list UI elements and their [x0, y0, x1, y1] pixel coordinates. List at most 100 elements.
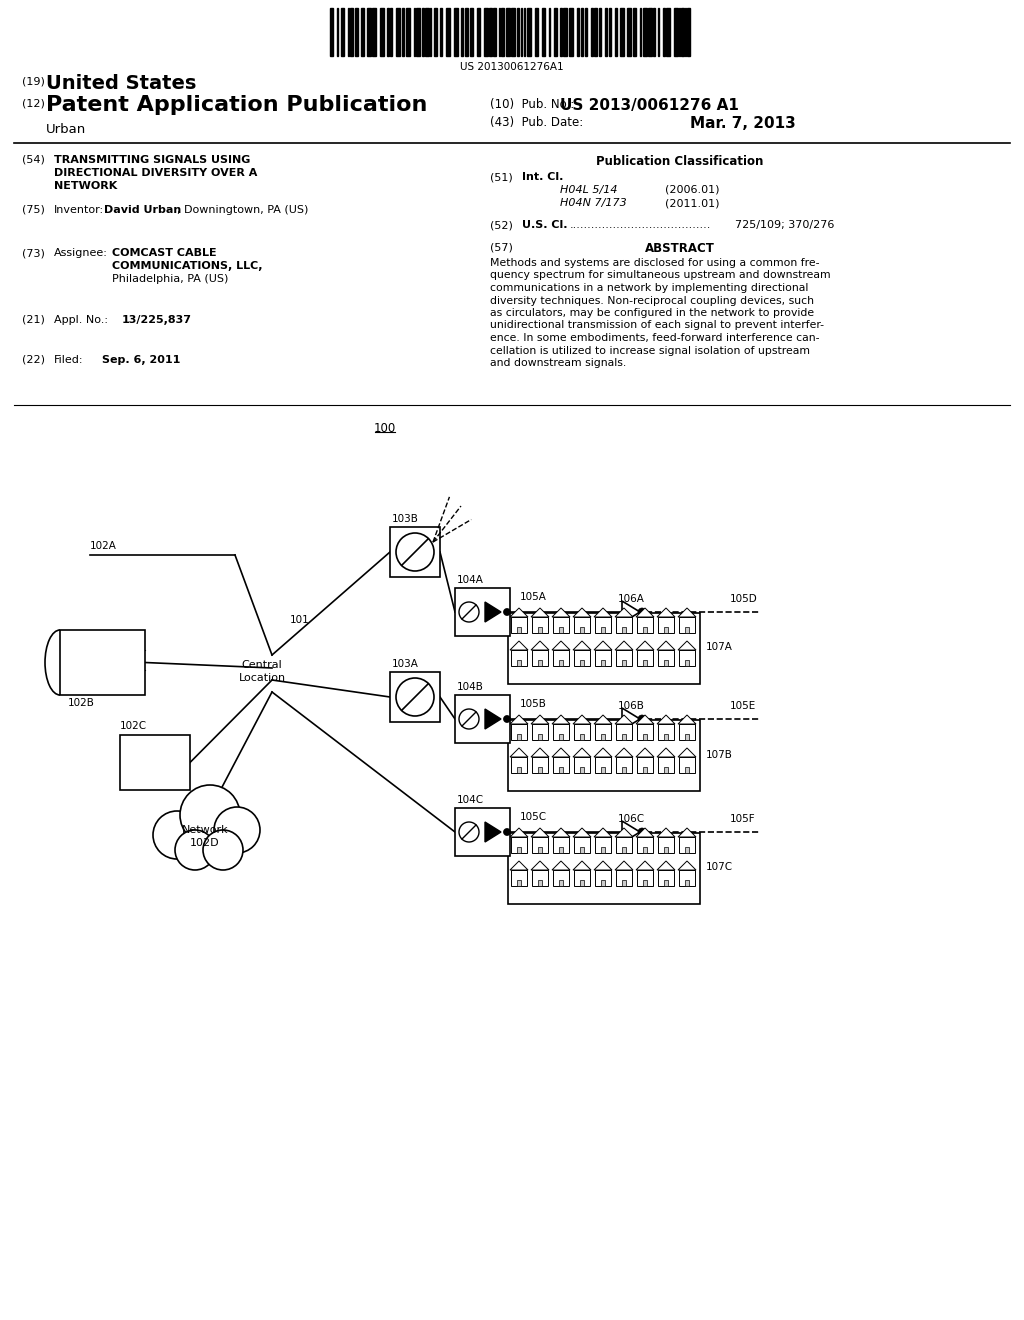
Bar	[580, 847, 584, 853]
Text: Filed:: Filed:	[54, 355, 84, 366]
Bar	[553, 616, 569, 634]
Bar	[622, 660, 626, 667]
Bar	[616, 837, 632, 853]
Text: 105C: 105C	[520, 812, 547, 822]
Polygon shape	[615, 748, 633, 756]
Bar	[559, 767, 563, 774]
Bar	[637, 649, 653, 667]
Bar	[585, 8, 587, 55]
Polygon shape	[531, 748, 549, 756]
Text: 103B: 103B	[392, 513, 419, 524]
Text: (22): (22)	[22, 355, 45, 366]
Bar	[367, 8, 371, 55]
Bar	[685, 660, 689, 667]
Polygon shape	[678, 861, 696, 870]
Bar	[685, 767, 689, 774]
Bar	[455, 808, 510, 855]
Polygon shape	[678, 715, 696, 723]
Bar	[622, 847, 626, 853]
Circle shape	[638, 828, 646, 836]
Bar	[595, 616, 611, 634]
Polygon shape	[552, 609, 570, 616]
Text: (2011.01): (2011.01)	[665, 198, 720, 209]
Text: Methods and systems are disclosed for using a common fre-: Methods and systems are disclosed for us…	[490, 257, 819, 268]
Bar	[517, 880, 521, 886]
Polygon shape	[615, 642, 633, 649]
Polygon shape	[531, 715, 549, 723]
Bar	[465, 8, 468, 55]
Polygon shape	[622, 601, 640, 623]
Text: 13/225,837: 13/225,837	[122, 315, 193, 325]
Bar	[664, 660, 668, 667]
Text: 107C: 107C	[706, 862, 733, 873]
Polygon shape	[573, 642, 591, 649]
Polygon shape	[485, 822, 501, 842]
Bar	[616, 723, 632, 741]
Text: Patent Application Publication: Patent Application Publication	[46, 95, 427, 115]
Bar	[380, 8, 384, 55]
Bar	[517, 8, 519, 55]
Polygon shape	[573, 609, 591, 616]
Text: COMCAST CABLE: COMCAST CABLE	[112, 248, 217, 257]
Bar	[355, 8, 358, 55]
Text: (54): (54)	[22, 154, 45, 165]
Bar	[601, 880, 605, 886]
Bar	[658, 723, 674, 741]
Bar	[637, 616, 653, 634]
Bar	[532, 837, 548, 853]
Polygon shape	[510, 642, 528, 649]
Bar	[470, 8, 473, 55]
Bar	[653, 8, 655, 55]
Bar	[622, 880, 626, 886]
Text: 105B: 105B	[520, 700, 547, 709]
Bar	[601, 847, 605, 853]
Text: communications in a network by implementing directional: communications in a network by implement…	[490, 282, 808, 293]
Polygon shape	[552, 861, 570, 870]
Bar	[643, 627, 647, 634]
Bar	[440, 8, 442, 55]
Bar	[601, 627, 605, 634]
Text: David Urban: David Urban	[104, 205, 181, 215]
Polygon shape	[594, 861, 612, 870]
Bar	[574, 723, 590, 741]
Bar	[493, 8, 496, 55]
Text: NETWORK: NETWORK	[54, 181, 118, 191]
Bar	[563, 8, 567, 55]
Text: 103A: 103A	[392, 659, 419, 669]
Text: 107B: 107B	[706, 750, 733, 759]
Bar	[538, 847, 542, 853]
Bar	[554, 8, 557, 55]
Bar	[574, 616, 590, 634]
Polygon shape	[573, 748, 591, 756]
Polygon shape	[510, 748, 528, 756]
Bar	[425, 8, 429, 55]
Bar	[679, 870, 695, 886]
Text: 106B: 106B	[618, 701, 645, 711]
Text: 104C: 104C	[457, 795, 484, 805]
Polygon shape	[552, 642, 570, 649]
Bar	[455, 696, 510, 743]
Text: Assignee:: Assignee:	[54, 248, 108, 257]
Polygon shape	[531, 609, 549, 616]
Text: U.S. Cl.: U.S. Cl.	[522, 220, 567, 230]
Text: (12): (12)	[22, 98, 45, 108]
Circle shape	[504, 715, 511, 722]
Text: quency spectrum for simultaneous upstream and downstream: quency spectrum for simultaneous upstrea…	[490, 271, 830, 281]
Circle shape	[459, 709, 479, 729]
Text: ence. In some embodiments, feed-forward interference can-: ence. In some embodiments, feed-forward …	[490, 333, 819, 343]
Polygon shape	[636, 748, 654, 756]
Bar	[559, 847, 563, 853]
Polygon shape	[615, 609, 633, 616]
Bar	[511, 837, 527, 853]
Circle shape	[504, 829, 511, 836]
Text: Urban: Urban	[46, 123, 86, 136]
Polygon shape	[636, 609, 654, 616]
Text: diversity techniques. Non-reciprocal coupling devices, such: diversity techniques. Non-reciprocal cou…	[490, 296, 814, 305]
Text: Appl. No.:: Appl. No.:	[54, 315, 108, 325]
Bar	[664, 847, 668, 853]
Text: 104A: 104A	[457, 576, 484, 585]
Bar	[622, 767, 626, 774]
Bar	[601, 767, 605, 774]
Text: (10)  Pub. No.:: (10) Pub. No.:	[490, 98, 582, 111]
Polygon shape	[573, 715, 591, 723]
